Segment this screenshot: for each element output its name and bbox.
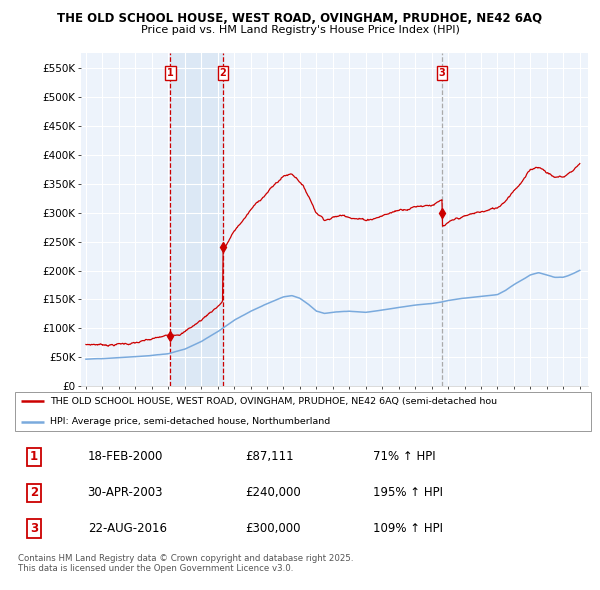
- Text: THE OLD SCHOOL HOUSE, WEST ROAD, OVINGHAM, PRUDHOE, NE42 6AQ (semi-detached hou: THE OLD SCHOOL HOUSE, WEST ROAD, OVINGHA…: [50, 397, 497, 406]
- Text: HPI: Average price, semi-detached house, Northumberland: HPI: Average price, semi-detached house,…: [50, 417, 330, 426]
- Text: 3: 3: [30, 522, 38, 535]
- Text: 3: 3: [439, 68, 446, 78]
- Text: 1: 1: [30, 450, 38, 463]
- Text: 2: 2: [220, 68, 226, 78]
- Text: 71% ↑ HPI: 71% ↑ HPI: [373, 450, 436, 463]
- Text: £87,111: £87,111: [245, 450, 293, 463]
- Text: THE OLD SCHOOL HOUSE, WEST ROAD, OVINGHAM, PRUDHOE, NE42 6AQ: THE OLD SCHOOL HOUSE, WEST ROAD, OVINGHA…: [58, 12, 542, 25]
- FancyBboxPatch shape: [15, 392, 591, 431]
- Text: 22-AUG-2016: 22-AUG-2016: [88, 522, 167, 535]
- Text: 18-FEB-2000: 18-FEB-2000: [88, 450, 163, 463]
- Text: 109% ↑ HPI: 109% ↑ HPI: [373, 522, 443, 535]
- Text: 30-APR-2003: 30-APR-2003: [88, 486, 163, 499]
- Text: 195% ↑ HPI: 195% ↑ HPI: [373, 486, 443, 499]
- Text: Price paid vs. HM Land Registry's House Price Index (HPI): Price paid vs. HM Land Registry's House …: [140, 25, 460, 35]
- Text: £300,000: £300,000: [245, 522, 301, 535]
- Text: 1: 1: [167, 68, 174, 78]
- Text: Contains HM Land Registry data © Crown copyright and database right 2025.
This d: Contains HM Land Registry data © Crown c…: [18, 553, 353, 573]
- Text: £240,000: £240,000: [245, 486, 301, 499]
- Text: 2: 2: [30, 486, 38, 499]
- Bar: [170, 53, 223, 386]
